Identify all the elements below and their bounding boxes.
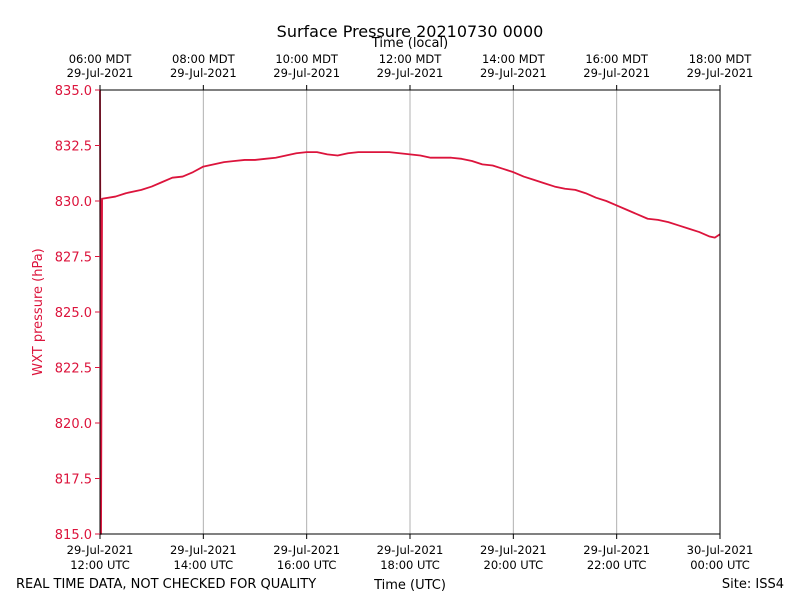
top-tick-label-date: 29-Jul-2021 bbox=[273, 66, 340, 80]
x-tick-label-time: 00:00 UTC bbox=[690, 558, 750, 572]
top-tick-label-date: 29-Jul-2021 bbox=[170, 66, 237, 80]
x-tick-label-date: 29-Jul-2021 bbox=[67, 543, 134, 557]
x-tick-label-time: 14:00 UTC bbox=[174, 558, 234, 572]
series-layer bbox=[99, 89, 721, 535]
x-tick-label-date: 29-Jul-2021 bbox=[273, 543, 340, 557]
y-tick-label: 827.5 bbox=[55, 251, 92, 266]
x-tick-label-date: 29-Jul-2021 bbox=[377, 543, 444, 557]
x-tick-label-date: 29-Jul-2021 bbox=[583, 543, 650, 557]
pressure-series-line bbox=[99, 89, 721, 535]
y-tick-label: 817.5 bbox=[55, 473, 92, 488]
grid-lines bbox=[202, 90, 618, 534]
top-axis-label: Time (local) bbox=[371, 36, 448, 51]
y-axis-label: WXT pressure (hPa) bbox=[31, 248, 46, 376]
top-tick-label-time: 10:00 MDT bbox=[275, 52, 339, 66]
chart-title: Surface Pressure 20210730 0000 bbox=[277, 22, 544, 41]
top-tick-label-time: 06:00 MDT bbox=[69, 52, 133, 66]
y-tick-label: 822.5 bbox=[55, 362, 92, 377]
y-tick-label: 815.0 bbox=[55, 528, 92, 543]
top-tick-label-time: 18:00 MDT bbox=[689, 52, 753, 66]
y-axis: 815.0 817.5 820.0 822.5 825.0 827.5 830.0 832.5… bbox=[55, 84, 100, 543]
x-tick-label-date: 30-Jul-2021 bbox=[687, 543, 754, 557]
quality-disclaimer: REAL TIME DATA, NOT CHECKED FOR QUALITY bbox=[16, 577, 316, 592]
x-tick-label-time: 22:00 UTC bbox=[587, 558, 647, 572]
x-tick-label-date: 29-Jul-2021 bbox=[170, 543, 237, 557]
x-tick-label-time: 20:00 UTC bbox=[484, 558, 544, 572]
site-label: Site: ISS4 bbox=[722, 577, 784, 592]
top-tick-label-date: 29-Jul-2021 bbox=[377, 66, 444, 80]
top-tick-label-date: 29-Jul-2021 bbox=[687, 66, 754, 80]
x-tick-label-date: 29-Jul-2021 bbox=[480, 543, 547, 557]
top-tick-label-date: 29-Jul-2021 bbox=[480, 66, 547, 80]
top-tick-label-time: 08:00 MDT bbox=[172, 52, 236, 66]
x-tick-label-time: 16:00 UTC bbox=[277, 558, 337, 572]
y-tick-label: 830.0 bbox=[55, 195, 92, 210]
x-tick-label-time: 18:00 UTC bbox=[380, 558, 440, 572]
top-tick-label-time: 14:00 MDT bbox=[482, 52, 546, 66]
x-axis-label: Time (UTC) bbox=[373, 578, 446, 593]
y-tick-label: 835.0 bbox=[55, 84, 92, 99]
top-tick-label-date: 29-Jul-2021 bbox=[583, 66, 650, 80]
top-tick-label-time: 12:00 MDT bbox=[379, 52, 443, 66]
top-tick-label-date: 29-Jul-2021 bbox=[67, 66, 134, 80]
y-tick-label: 832.5 bbox=[55, 140, 92, 155]
y-tick-label: 825.0 bbox=[55, 306, 92, 321]
x-tick-label-time: 12:00 UTC bbox=[70, 558, 130, 572]
top-tick-label-time: 16:00 MDT bbox=[585, 52, 649, 66]
y-tick-label: 820.0 bbox=[55, 417, 92, 432]
